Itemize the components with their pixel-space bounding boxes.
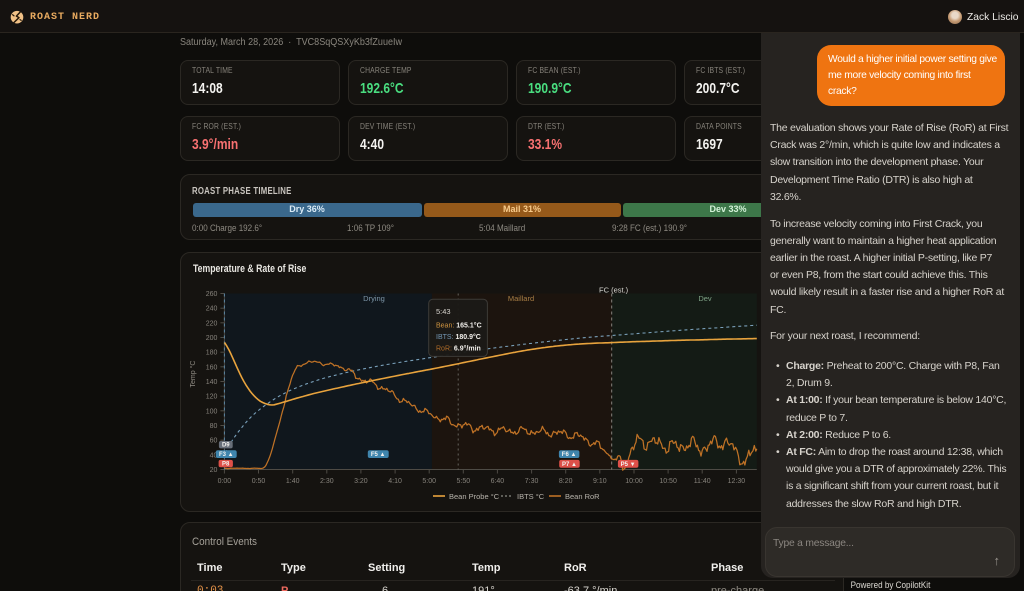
- svg-text:5:43: 5:43: [436, 307, 451, 316]
- svg-text:20: 20: [210, 467, 218, 474]
- svg-text:F5 ▲: F5 ▲: [371, 452, 386, 458]
- svg-text:200: 200: [206, 335, 218, 342]
- svg-text:D9: D9: [222, 443, 230, 449]
- svg-text:3:20: 3:20: [354, 478, 368, 485]
- svg-text:IBTS °C: IBTS °C: [517, 492, 545, 501]
- svg-text:180: 180: [206, 350, 218, 357]
- svg-text:60: 60: [210, 438, 218, 445]
- svg-text:0:00: 0:00: [218, 478, 232, 485]
- svg-text:Bean: 165.1°C: Bean: 165.1°C: [436, 322, 482, 330]
- svg-text:8:20: 8:20: [559, 478, 573, 485]
- svg-text:F3 ▲: F3 ▲: [219, 452, 234, 458]
- svg-text:Dev: Dev: [698, 294, 712, 303]
- svg-text:5:00: 5:00: [422, 478, 436, 485]
- svg-text:140: 140: [206, 379, 218, 386]
- svg-text:260: 260: [206, 291, 218, 298]
- svg-text:P5 ▼: P5 ▼: [621, 462, 636, 468]
- svg-text:Bean Probe °C: Bean Probe °C: [449, 492, 500, 501]
- svg-text:100: 100: [206, 408, 218, 415]
- svg-text:9:10: 9:10: [593, 478, 607, 485]
- svg-text:6:40: 6:40: [491, 478, 505, 485]
- svg-text:Drying: Drying: [363, 294, 385, 303]
- svg-text:1:40: 1:40: [286, 478, 300, 485]
- svg-text:Bean RoR: Bean RoR: [565, 492, 600, 501]
- svg-text:11:40: 11:40: [694, 478, 711, 485]
- svg-text:40: 40: [210, 452, 218, 459]
- svg-text:2:30: 2:30: [320, 478, 334, 485]
- svg-text:P7 ▲: P7 ▲: [562, 462, 577, 468]
- svg-text:7:30: 7:30: [525, 478, 539, 485]
- svg-text:P8: P8: [222, 461, 230, 467]
- svg-text:5:50: 5:50: [456, 478, 470, 485]
- svg-text:10:00: 10:00: [625, 478, 643, 485]
- svg-text:Temp °C: Temp °C: [189, 361, 197, 388]
- svg-text:12:30: 12:30: [728, 478, 746, 485]
- svg-text:IBTS: 180.9°C: IBTS: 180.9°C: [436, 333, 481, 341]
- svg-text:4:10: 4:10: [388, 478, 402, 485]
- svg-text:10:50: 10:50: [659, 478, 677, 485]
- svg-text:240: 240: [206, 306, 218, 313]
- svg-text:RoR: 6.9°/min: RoR: 6.9°/min: [436, 345, 481, 353]
- svg-text:FC (est.): FC (est.): [599, 286, 629, 295]
- svg-text:F6 ▲: F6 ▲: [562, 452, 577, 458]
- svg-text:220: 220: [206, 320, 218, 327]
- svg-text:160: 160: [206, 364, 218, 371]
- svg-text:120: 120: [206, 394, 218, 401]
- svg-text:0:50: 0:50: [252, 478, 266, 485]
- svg-text:80: 80: [210, 423, 218, 430]
- svg-text:Maillard: Maillard: [508, 294, 534, 303]
